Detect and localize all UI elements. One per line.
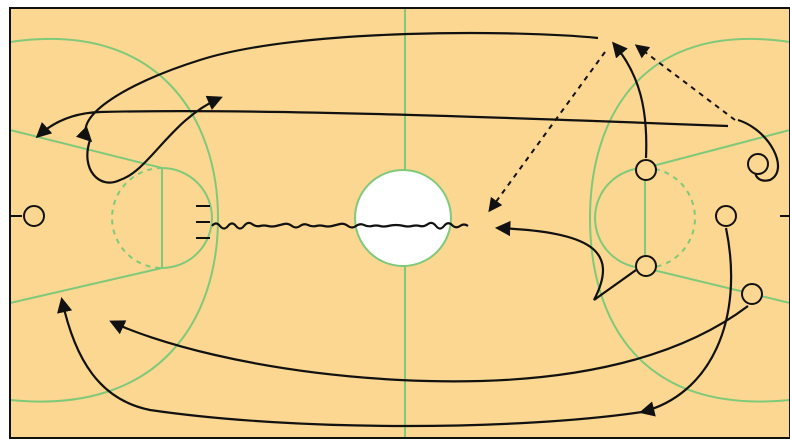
player-right-wing-top	[747, 153, 769, 175]
left-free-throw-arc-dashed	[111, 167, 163, 269]
court-markings	[10, 8, 790, 438]
cut-top-long	[75, 31, 599, 143]
player-right-wing-bottom	[741, 283, 763, 305]
player-right-elbow-bottom	[635, 255, 657, 277]
right-free-throw-arc	[594, 167, 646, 269]
cut-bottom-long	[109, 305, 749, 383]
left-free-throw-arc	[161, 167, 213, 269]
court-border	[9, 7, 790, 439]
right-three-point-arc	[588, 37, 790, 403]
player-right-elbow-top	[635, 159, 657, 181]
player-left-basket	[23, 205, 45, 227]
screen-markers	[196, 205, 210, 239]
dribble-path	[211, 221, 469, 230]
cut-baseline-right	[639, 227, 733, 417]
right-free-throw-arc-dashed	[644, 167, 696, 269]
player-right-block	[715, 205, 737, 227]
left-lane-top	[10, 129, 163, 169]
left-lane-bottom	[10, 267, 163, 304]
cut-across-top	[35, 109, 729, 139]
right-lane-top	[644, 129, 790, 169]
right-lane-bottom	[644, 267, 790, 304]
cut-elbow-up	[612, 41, 648, 159]
cut-to-center	[494, 220, 637, 301]
center-circle	[354, 169, 452, 267]
curl-left	[86, 95, 223, 184]
cut-baseline-left	[57, 296, 643, 428]
pass-to-center	[488, 51, 606, 213]
pass-wing-to-top	[634, 44, 736, 121]
left-three-point-arc	[10, 37, 220, 403]
